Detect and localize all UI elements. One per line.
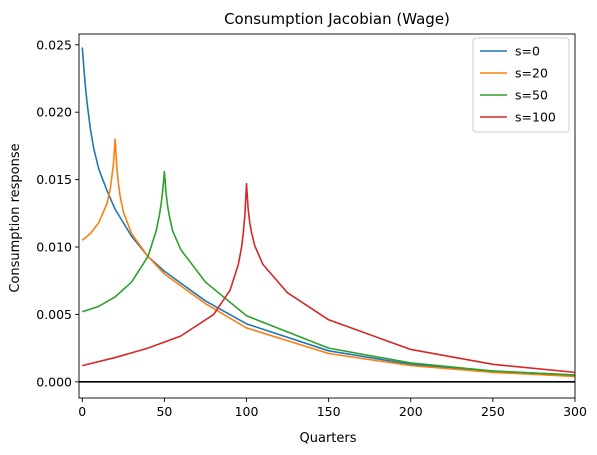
legend-label-1: s=20 bbox=[515, 66, 548, 81]
series-line-0 bbox=[81, 47, 576, 376]
y-tick-label-5: 0.025 bbox=[36, 37, 72, 52]
y-axis-title: Consumption response bbox=[8, 143, 23, 292]
x-tick-label-0: 0 bbox=[78, 404, 86, 419]
y-tick-label-1: 0.005 bbox=[36, 307, 72, 322]
series-line-3 bbox=[82, 182, 576, 374]
x-tick-label-4: 200 bbox=[399, 404, 423, 419]
series-line-1 bbox=[81, 138, 576, 378]
legend-label-3: s=100 bbox=[515, 110, 556, 125]
x-tick-label-3: 150 bbox=[317, 404, 341, 419]
y-tick-label-3: 0.015 bbox=[36, 172, 72, 187]
plot-area: 0 50 100 150 200 250 300 0.000 0.005 0.010 0.015 0.… bbox=[36, 33, 587, 419]
legend-label-0: s=0 bbox=[515, 44, 540, 59]
y-tick-label-2: 0.010 bbox=[36, 240, 72, 255]
y-tick-label-4: 0.020 bbox=[36, 105, 72, 120]
legend-label-2: s=50 bbox=[515, 88, 548, 103]
legend-box bbox=[472, 37, 570, 133]
x-tick-label-1: 50 bbox=[156, 404, 172, 419]
series-line-2 bbox=[82, 170, 576, 376]
y-tick-label-0: 0.000 bbox=[36, 374, 72, 389]
x-tick-label-2: 100 bbox=[235, 404, 259, 419]
axes-frame bbox=[78, 33, 576, 399]
legend: s=0 s=20 s=50 s=100 bbox=[472, 37, 570, 133]
x-axis-title: Quarters bbox=[300, 431, 357, 446]
chart-title: Consumption Jacobian (Wage) bbox=[224, 10, 450, 28]
x-tick-label-5: 250 bbox=[481, 404, 505, 419]
x-tick-label-6: 300 bbox=[563, 404, 587, 419]
